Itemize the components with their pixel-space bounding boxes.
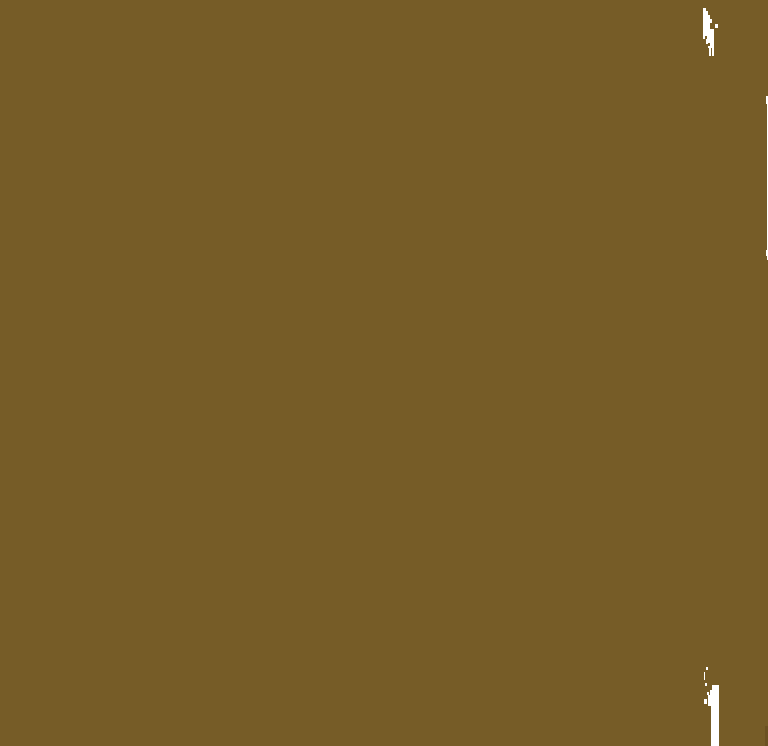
strip-jag	[710, 690, 712, 706]
strip-jag	[707, 692, 709, 695]
strip-jag	[708, 695, 710, 706]
strip-jag	[704, 699, 707, 704]
strip-speck	[706, 667, 708, 670]
bottom-right-white-strip	[704, 667, 719, 746]
strip-sliver	[704, 672, 705, 680]
bottom-right-edge-shadow	[765, 726, 768, 746]
blob-fragment	[706, 11, 708, 44]
top-right-blob-holes	[705, 36, 710, 46]
strip-jag	[711, 706, 712, 746]
top-right-white-blob	[703, 8, 718, 56]
strip-speck	[705, 683, 707, 686]
blob-leg	[712, 48, 714, 56]
edge-bump	[766, 250, 768, 256]
blob-fragment	[710, 29, 714, 48]
blob-fragment	[708, 15, 710, 48]
blob-hole	[708, 43, 710, 46]
blob-fragment	[703, 8, 706, 39]
blob-hole	[705, 36, 707, 39]
blob-detached-dot	[715, 24, 718, 28]
blob-leg	[709, 48, 711, 56]
edge-notch	[766, 96, 768, 104]
blob-fragment	[710, 19, 712, 23]
strip-body	[712, 685, 719, 746]
